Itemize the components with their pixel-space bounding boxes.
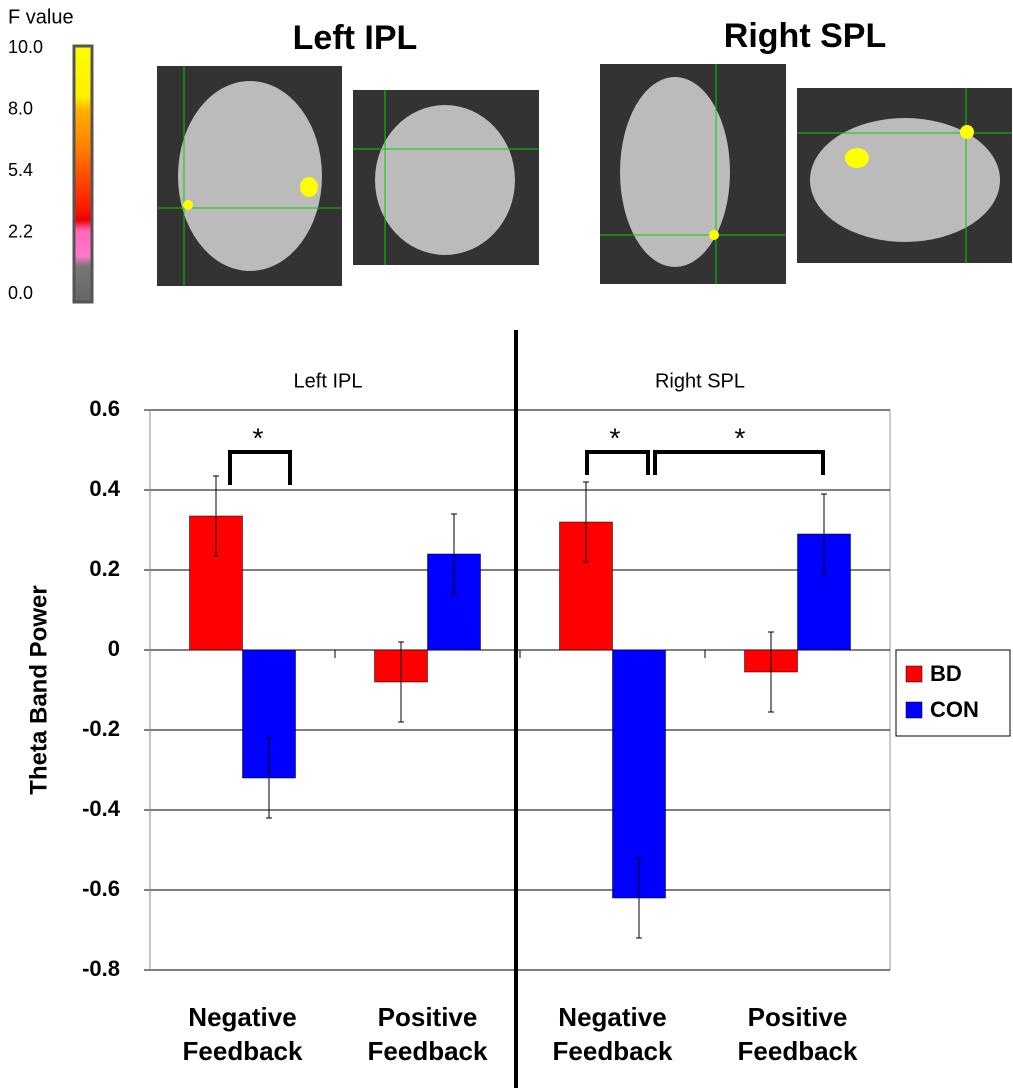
y-tick-label: -0.6	[82, 876, 120, 901]
legend-swatch	[906, 666, 922, 682]
colorbar-label: 0.0	[8, 283, 33, 303]
legend-swatch	[906, 702, 922, 718]
y-tick-label: 0.2	[89, 556, 120, 581]
annotation: *	[253, 422, 264, 453]
y-tick-label: 0	[108, 636, 120, 661]
image-title: Right SPL	[724, 17, 886, 55]
x-tick-label: Positive Feedback	[723, 1000, 873, 1068]
colorbar	[74, 46, 92, 302]
y-axis-title: Theta Band Power	[25, 585, 52, 794]
colorbar-label: 5.4	[8, 160, 33, 180]
y-tick-label: -0.4	[82, 796, 121, 821]
x-tick-label: Negative Feedback	[538, 1000, 688, 1068]
legend-label: BD	[930, 661, 962, 686]
panel-title: Left IPL	[294, 370, 363, 392]
colorbar-label: 8.0	[8, 98, 33, 118]
y-tick-label: -0.8	[82, 956, 120, 981]
y-tick-label: 0.4	[89, 476, 120, 501]
y-tick-label: -0.2	[82, 716, 120, 741]
colorbar-title: F value	[8, 6, 74, 28]
figure: F value Left IPL Right SPL Theta Band Po…	[0, 0, 1013, 1088]
x-tick-label: Positive Feedback	[353, 1000, 503, 1068]
colorbar-label: 2.2	[8, 221, 33, 241]
image-title: Left IPL	[293, 19, 418, 57]
y-tick-label: 0.6	[89, 396, 120, 421]
chart: F value Left IPL Right SPL Theta Band Po…	[0, 0, 1013, 1088]
bracket	[587, 452, 648, 475]
legend-label: CON	[930, 697, 979, 722]
annotation: *	[610, 422, 621, 453]
x-tick-label: Negative Feedback	[168, 1000, 318, 1068]
brain-images	[157, 64, 1012, 286]
annotation: *	[735, 422, 746, 453]
bracket	[655, 452, 823, 475]
panel-title: Right SPL	[655, 370, 745, 392]
bracket	[230, 452, 290, 485]
colorbar-label: 10.0	[8, 37, 43, 57]
